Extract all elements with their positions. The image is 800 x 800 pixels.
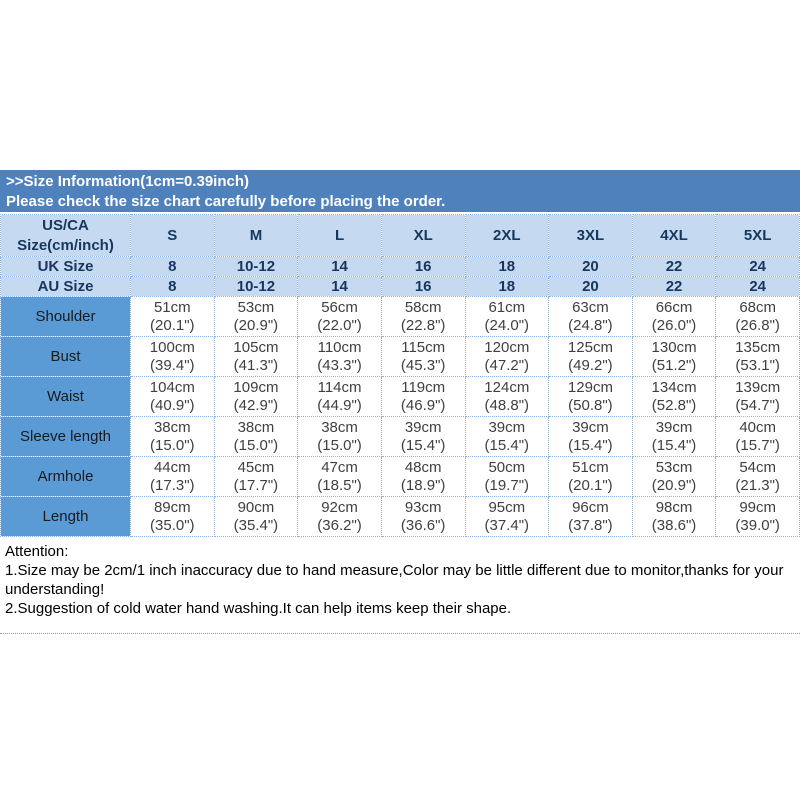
measurement-row-sleeve-length: Sleeve length 38cm (15.0") 38cm (15.0") 38…: [0, 416, 800, 457]
measurement-cell: 92cm (36.2"): [297, 496, 382, 537]
measurement-cell: 68cm (26.8"): [715, 296, 800, 337]
measurement-cell: 95cm (37.4"): [464, 496, 550, 537]
au-size-value: 20: [548, 276, 633, 297]
measurement-cell: 44cm (17.3"): [130, 456, 215, 497]
measurement-cell: 96cm (37.8"): [548, 496, 633, 537]
au-size-value: 14: [297, 276, 382, 297]
banner-subtitle: Please check the size chart carefully be…: [6, 193, 446, 210]
measurement-cell: 48cm (18.9"): [380, 456, 466, 497]
uk-size-row: UK Size 8 10-12 14 16 18 20 22 24: [0, 256, 800, 277]
measurement-cell: 39cm (15.4"): [380, 416, 466, 457]
uk-size-label: UK Size: [0, 256, 131, 277]
uk-size-value: 22: [631, 256, 717, 277]
size-col-header-s: S: [130, 214, 215, 257]
measurement-cell: 53cm (20.9"): [213, 296, 299, 337]
size-col-header-3xl: 3XL: [548, 214, 633, 257]
measurement-cell: 124cm (48.8"): [464, 376, 550, 417]
au-size-row: AU Size 8 10-12 14 16 18 20 22 24: [0, 276, 800, 297]
measurement-cell: 139cm (54.7"): [715, 376, 800, 417]
size-header-row: US/CA Size(cm/inch) S M L XL 2XL 3XL 4XL…: [0, 214, 800, 257]
measurement-cell: 50cm (19.7"): [464, 456, 550, 497]
measurement-cell: 119cm (46.9"): [380, 376, 466, 417]
measurement-cell: 51cm (20.1"): [548, 456, 633, 497]
measurement-cell: 53cm (20.9"): [631, 456, 717, 497]
size-col-header-4xl: 4XL: [631, 214, 717, 257]
measurement-label: Length: [0, 496, 131, 537]
measurement-cell: 56cm (22.0"): [297, 296, 382, 337]
size-chart-table: US/CA Size(cm/inch) S M L XL 2XL 3XL 4XL…: [0, 214, 800, 537]
measurement-cell: 38cm (15.0"): [130, 416, 215, 457]
uk-size-value: 8: [130, 256, 215, 277]
measurement-cell: 47cm (18.5"): [297, 456, 382, 497]
measurement-row-shoulder: Shoulder 51cm (20.1") 53cm (20.9") 56cm (22…: [0, 296, 800, 337]
attention-note-1: 1.Size may be 2cm/1 inch inaccuracy due …: [5, 562, 784, 598]
measurement-cell: 51cm (20.1"): [130, 296, 215, 337]
measurement-row-length: Length 89cm (35.0") 90cm (35.4") 92cm (36.2…: [0, 496, 800, 537]
measurement-cell: 120cm (47.2"): [464, 336, 550, 377]
au-size-value: 8: [130, 276, 215, 297]
uk-size-value: 18: [464, 256, 550, 277]
measurement-label: Armhole: [0, 456, 131, 497]
measurement-cell: 93cm (36.6"): [380, 496, 466, 537]
measurement-cell: 89cm (35.0"): [130, 496, 215, 537]
measurement-cell: 110cm (43.3"): [297, 336, 382, 377]
measurement-cell: 125cm (49.2"): [548, 336, 633, 377]
size-col-header-xl: XL: [380, 214, 466, 257]
measurement-cell: 105cm (41.3"): [213, 336, 299, 377]
measurement-label: Sleeve length: [0, 416, 131, 457]
measurement-cell: 129cm (50.8"): [548, 376, 633, 417]
au-size-value: 10-12: [213, 276, 299, 297]
uk-size-value: 14: [297, 256, 382, 277]
measurement-cell: 90cm (35.4"): [213, 496, 299, 537]
au-size-value: 16: [380, 276, 466, 297]
measurement-cell: 40cm (15.7"): [715, 416, 800, 457]
attention-section: Attention: 1.Size may be 2cm/1 inch inac…: [0, 542, 800, 618]
us-ca-size-header: US/CA Size(cm/inch): [0, 214, 131, 257]
dotted-divider: [0, 633, 800, 634]
measurement-cell: 39cm (15.4"): [548, 416, 633, 457]
au-size-label: AU Size: [0, 276, 131, 297]
measurement-cell: 61cm (24.0"): [464, 296, 550, 337]
measurement-cell: 39cm (15.4"): [631, 416, 717, 457]
measurement-row-bust: Bust 100cm (39.4") 105cm (41.3") 110cm (43.…: [0, 336, 800, 377]
measurement-cell: 38cm (15.0"): [297, 416, 382, 457]
measurement-cell: 98cm (38.6"): [631, 496, 717, 537]
measurement-cell: 109cm (42.9"): [213, 376, 299, 417]
au-size-value: 18: [464, 276, 550, 297]
measurement-cell: 54cm (21.3"): [715, 456, 800, 497]
au-size-value: 24: [715, 276, 800, 297]
measurement-label: Shoulder: [0, 296, 131, 337]
measurement-cell: 45cm (17.7"): [213, 456, 299, 497]
measurement-label: Bust: [0, 336, 131, 377]
size-col-header-2xl: 2XL: [464, 214, 550, 257]
measurement-cell: 66cm (26.0"): [631, 296, 717, 337]
measurement-cell: 135cm (53.1"): [715, 336, 800, 377]
uk-size-value: 10-12: [213, 256, 299, 277]
size-col-header-5xl: 5XL: [715, 214, 800, 257]
measurement-cell: 100cm (39.4"): [130, 336, 215, 377]
attention-note-2: 2.Suggestion of cold water hand washing.…: [5, 600, 512, 617]
measurement-cell: 115cm (45.3"): [380, 336, 466, 377]
measurement-cell: 58cm (22.8"): [380, 296, 466, 337]
measurement-row-waist: Waist 104cm (40.9") 109cm (42.9") 114cm (44…: [0, 376, 800, 417]
au-size-value: 22: [631, 276, 717, 297]
measurement-cell: 99cm (39.0"): [715, 496, 800, 537]
size-col-header-m: M: [213, 214, 299, 257]
uk-size-value: 24: [715, 256, 800, 277]
attention-title: Attention:: [5, 543, 69, 560]
measurement-cell: 114cm (44.9"): [297, 376, 382, 417]
uk-size-value: 16: [380, 256, 466, 277]
uk-size-value: 20: [548, 256, 633, 277]
measurement-cell: 39cm (15.4"): [464, 416, 550, 457]
size-info-banner: >>Size Information(1cm=0.39inch) Please …: [0, 170, 800, 212]
measurement-cell: 63cm (24.8"): [548, 296, 633, 337]
size-col-header-l: L: [297, 214, 382, 257]
measurement-cell: 134cm (52.8"): [631, 376, 717, 417]
measurement-cell: 104cm (40.9"): [130, 376, 215, 417]
measurement-label: Waist: [0, 376, 131, 417]
measurement-row-armhole: Armhole 44cm (17.3") 45cm (17.7") 47cm (18.…: [0, 456, 800, 497]
measurement-cell: 38cm (15.0"): [213, 416, 299, 457]
measurement-cell: 130cm (51.2"): [631, 336, 717, 377]
banner-title: >>Size Information(1cm=0.39inch): [6, 173, 249, 190]
